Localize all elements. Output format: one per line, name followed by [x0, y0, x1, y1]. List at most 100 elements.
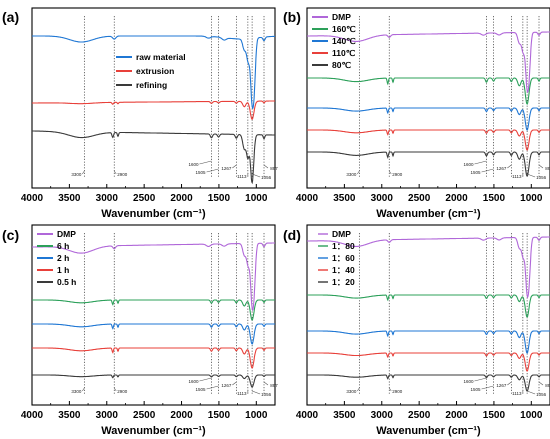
x-tick-label: 3000	[96, 193, 119, 204]
plot-frame	[31, 7, 276, 189]
annotation-label: 1056	[536, 392, 547, 397]
panel-label: (c)	[2, 227, 19, 243]
annotation-arrow	[538, 164, 544, 169]
legend-label: 2 h	[57, 253, 69, 263]
x-tick-label: 2500	[133, 193, 156, 204]
series-line-2	[307, 107, 550, 131]
annotation-label: 897	[270, 166, 278, 171]
annotation-arrow	[527, 173, 536, 178]
legend-label: extrusion	[136, 66, 174, 76]
series-line-1	[32, 299, 275, 321]
x-tick-label: 2000	[170, 410, 193, 421]
annotation-arrow	[388, 170, 392, 175]
legend-label: 160℃	[332, 24, 356, 34]
legend-label: DMP	[332, 229, 351, 239]
series-line-1	[307, 77, 550, 105]
annotation-arrow	[474, 160, 487, 165]
annotation-label: 1267	[221, 166, 232, 171]
annotation-label: 3300	[71, 172, 82, 177]
legend-label: 110℃	[332, 48, 356, 58]
legend-label: raw material	[136, 52, 186, 62]
x-tick-label: 3500	[333, 193, 356, 204]
x-tick-label: 1000	[520, 410, 543, 421]
series-line-1	[32, 100, 275, 120]
x-axis-label: Wavenumber (cm⁻¹)	[376, 208, 481, 220]
annotation-arrow	[199, 377, 212, 382]
annotation-label: 1113	[237, 174, 247, 179]
plot-frame	[31, 224, 276, 406]
annotation-label: 2900	[117, 172, 128, 177]
legend-label: 80℃	[332, 60, 351, 70]
annotation-label: 1113	[512, 391, 522, 396]
x-tick-label: 1000	[245, 193, 268, 204]
x-tick-label: 2000	[170, 193, 193, 204]
legend-label: 140℃	[332, 36, 356, 46]
panel-c: (c) 4000 3500 3000 2500 2000 1500 1000 Wavenumbe…	[2, 224, 278, 437]
annotation-label: 1267	[496, 383, 507, 388]
x-tick-label: 1000	[245, 410, 268, 421]
legend-label: 1：40	[332, 265, 355, 275]
annotation-arrow	[481, 385, 494, 390]
annotation-label: 897	[545, 383, 550, 388]
x-tick-label: 3500	[58, 410, 81, 421]
x-tick-label: 2000	[445, 410, 468, 421]
annotation-label: 1505	[471, 170, 482, 175]
legend-label: 1：60	[332, 253, 355, 263]
annotation-arrow	[206, 168, 219, 173]
annotation-label: 1600	[463, 379, 474, 384]
x-axis-label: Wavenumber (cm⁻¹)	[101, 208, 206, 220]
annotation-label: 1505	[196, 170, 207, 175]
annotation-arrow	[388, 387, 392, 392]
series-line-4	[32, 374, 275, 388]
annotation-arrow	[538, 381, 544, 386]
series-line-2	[32, 130, 275, 185]
annotation-label: 1113	[512, 174, 522, 179]
annotation-arrow	[252, 390, 261, 395]
panel-label: (b)	[283, 9, 301, 25]
annotation-label: 897	[545, 166, 550, 171]
annotation-arrow	[263, 381, 269, 386]
x-tick-label: 4000	[296, 193, 319, 204]
annotation-label: 1056	[261, 392, 272, 397]
annotation-label: 3300	[71, 389, 82, 394]
x-tick-label: 3000	[96, 410, 119, 421]
series-line-0	[32, 242, 275, 312]
x-tick-label: 1500	[483, 410, 506, 421]
x-tick-label: 2500	[408, 193, 431, 204]
annotation-label: 897	[270, 383, 278, 388]
annotation-arrow	[82, 170, 85, 175]
annotation-label: 1056	[536, 175, 547, 180]
annotation-label: 1600	[463, 162, 474, 167]
series-line-0	[307, 31, 550, 94]
annotation-label: 1267	[496, 166, 507, 171]
x-tick-label: 3000	[371, 410, 394, 421]
x-tick-label: 2000	[445, 193, 468, 204]
annotation-arrow	[113, 170, 117, 175]
x-tick-label: 1000	[520, 193, 543, 204]
panel-d: (d) 4000 3500 3000 2500 2000 1500 1000 Wavenumbe…	[283, 224, 550, 437]
annotation-label: 2900	[392, 389, 403, 394]
legend-label: DMP	[332, 12, 351, 22]
series-line-2	[307, 330, 550, 354]
panel-b: (b) 4000 3500 3000 2500 2000 1500 1000 Wavenumbe…	[283, 7, 550, 220]
annotation-arrow	[507, 164, 512, 169]
x-tick-label: 1500	[208, 410, 231, 421]
annotation-label: 3300	[346, 389, 357, 394]
series-line-4	[307, 151, 550, 177]
legend-label: 1：20	[332, 277, 355, 287]
panel-label: (a)	[2, 9, 19, 25]
annotation-arrow	[507, 381, 512, 386]
annotation-arrow	[206, 385, 219, 390]
panel-label: (d)	[283, 227, 301, 243]
x-axis-label: Wavenumber (cm⁻¹)	[376, 425, 481, 437]
annotation-arrow	[357, 170, 360, 175]
series-line-3	[307, 129, 550, 151]
x-tick-label: 3500	[58, 193, 81, 204]
legend-label: 0.5 h	[57, 277, 76, 287]
series-line-3	[32, 347, 275, 369]
x-tick-label: 3500	[333, 410, 356, 421]
legend-label: 6 h	[57, 241, 69, 251]
plot-frame	[306, 7, 550, 189]
legend-label: 1：80	[332, 241, 355, 251]
